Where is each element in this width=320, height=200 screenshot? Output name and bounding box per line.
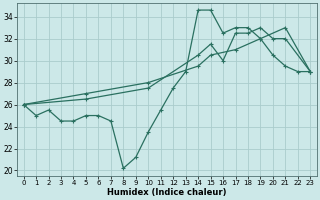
X-axis label: Humidex (Indice chaleur): Humidex (Indice chaleur) [107,188,227,197]
